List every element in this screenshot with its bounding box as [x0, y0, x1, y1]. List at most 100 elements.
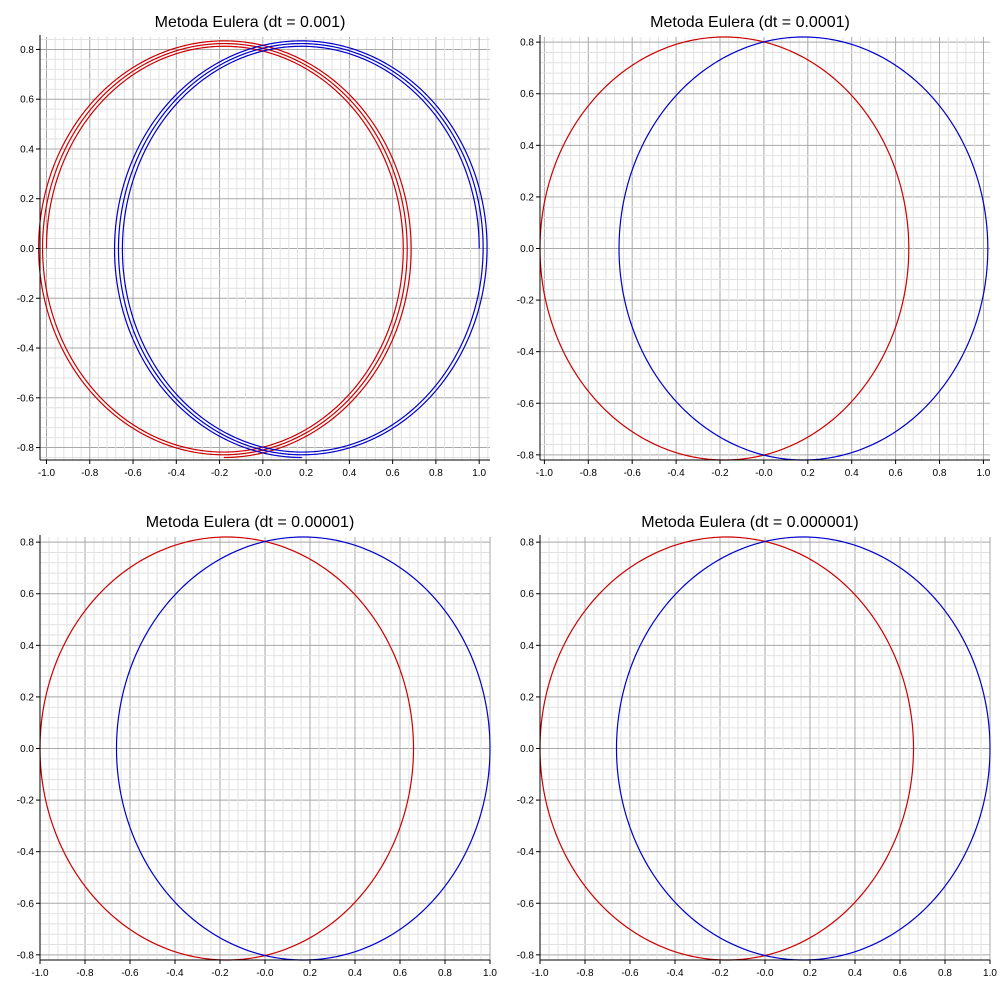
y-tick-label: 0.2 [20, 692, 34, 703]
grid [540, 37, 990, 460]
grid [539, 537, 991, 960]
x-tick-label: 0.4 [348, 968, 362, 979]
y-tick-label: 0.8 [20, 538, 34, 549]
x-tick-label: 0.8 [429, 468, 443, 479]
x-tick-label: -0.8 [81, 468, 99, 479]
x-tick-label: -0.8 [76, 968, 94, 979]
y-tick-label: -0.8 [17, 950, 35, 961]
chart-title: Metoda Eulera (dt = 0.001) [155, 14, 346, 31]
y-tick-label: 0.0 [520, 744, 534, 755]
x-tick-label: 0.4 [845, 468, 859, 479]
x-tick-label: 0.6 [889, 468, 903, 479]
tick-labels: -1.0 -0.8 -0.6 -0.4 -0.2 -0.0 0.2 0.4 0.6 0.8 1.0-… [517, 38, 991, 479]
tick-labels: -1.0 -0.8 -0.6 -0.4 -0.2 -0.0 0.2 0.4 0.6 0.8 1.0 -… [17, 538, 498, 979]
y-tick-label: -0.4 [17, 847, 35, 858]
y-tick-label: 0.4 [20, 641, 34, 652]
x-tick-label: -0.0 [256, 968, 274, 979]
axes [536, 535, 991, 964]
x-tick-label: 0.8 [933, 468, 947, 479]
y-tick-label: 0.0 [20, 244, 34, 255]
x-tick-label: -0.4 [166, 968, 184, 979]
x-tick-label: 0.4 [848, 968, 862, 979]
y-tick-label: -0.2 [17, 294, 35, 305]
chart-dt-000001: Metoda Eulera (dt = 0.00001) -1.0 -0.8 -0.… [0, 500, 500, 1000]
y-tick-label: 0.8 [520, 38, 534, 49]
grid [40, 37, 490, 460]
x-tick-label: -0.6 [624, 468, 642, 479]
axes [536, 35, 990, 464]
x-tick-label: 1.0 [483, 968, 497, 979]
y-tick-label: -0.6 [17, 393, 35, 404]
y-tick-label: -0.6 [17, 899, 35, 910]
chart-dt-0000001: Metoda Eulera (dt = 0.000001) -1.0 -0.8 -0… [500, 500, 1000, 1000]
y-tick-label: 0.8 [20, 45, 34, 56]
x-tick-label: -0.8 [580, 468, 598, 479]
y-tick-label: -0.4 [517, 347, 535, 358]
x-tick-label: -0.8 [576, 968, 594, 979]
x-tick-label: -0.4 [666, 968, 684, 979]
series-blue-line [115, 536, 491, 961]
x-tick-label: 0.8 [938, 968, 952, 979]
y-tick-label: 0.2 [520, 192, 534, 203]
y-tick-label: 0.4 [520, 641, 534, 652]
series-blue-line [615, 536, 991, 961]
x-tick-label: 1.0 [983, 968, 997, 979]
chart-svg: Metoda Eulera (dt = 0.000001) -1.0 -0.8 -0… [517, 514, 998, 979]
y-tick-label: -0.6 [517, 899, 535, 910]
x-tick-label: -1.0 [31, 968, 49, 979]
x-tick-label: -0.0 [254, 468, 272, 479]
y-tick-label: 0.6 [520, 89, 534, 100]
y-tick-label: -0.8 [517, 450, 535, 461]
x-tick-label: -0.2 [211, 468, 229, 479]
x-tick-label: -0.4 [168, 468, 186, 479]
y-tick-label: -0.8 [517, 950, 535, 961]
x-tick-label: 0.2 [303, 968, 317, 979]
y-tick-label: -0.2 [517, 296, 535, 307]
x-tick-label: -0.2 [711, 468, 729, 479]
x-tick-label: -0.6 [121, 968, 139, 979]
x-tick-label: -1.0 [38, 468, 56, 479]
grid [39, 537, 491, 960]
y-tick-label: -0.6 [517, 399, 535, 410]
x-tick-label: -1.0 [536, 468, 554, 479]
x-tick-label: 1.0 [472, 468, 486, 479]
x-tick-label: 0.8 [438, 968, 452, 979]
x-tick-label: -0.0 [755, 468, 773, 479]
x-tick-label: -1.0 [531, 968, 549, 979]
y-tick-label: -0.8 [17, 443, 35, 454]
chart-dt-0001: Metoda Eulera (dt = 0.001) -1.0 -0.8 -0.6 -… [0, 0, 500, 500]
y-tick-label: -0.4 [517, 847, 535, 858]
y-tick-label: 0.2 [520, 692, 534, 703]
x-tick-label: 1.0 [976, 468, 990, 479]
chart-title: Metoda Eulera (dt = 0.000001) [641, 514, 858, 531]
x-tick-label: 0.2 [801, 468, 815, 479]
axes [36, 535, 491, 964]
x-tick-label: 0.4 [342, 468, 356, 479]
y-tick-label: 0.2 [20, 194, 34, 205]
x-tick-label: -0.4 [667, 468, 685, 479]
axes [36, 35, 490, 464]
series-blue-line [618, 36, 989, 461]
x-tick-label: -0.6 [124, 468, 142, 479]
x-tick-label: -0.6 [621, 968, 639, 979]
y-tick-label: 0.6 [20, 589, 34, 600]
x-tick-label: 0.2 [803, 968, 817, 979]
y-tick-label: 0.0 [20, 744, 34, 755]
x-tick-label: -0.2 [211, 968, 229, 979]
y-tick-label: 0.4 [20, 144, 34, 155]
y-tick-label: -0.2 [17, 796, 35, 807]
x-tick-label: 0.2 [299, 468, 313, 479]
chart-title: Metoda Eulera (dt = 0.0001) [650, 14, 850, 31]
y-tick-label: 0.6 [520, 589, 534, 600]
x-tick-label: 0.6 [393, 968, 407, 979]
y-tick-label: 0.8 [520, 538, 534, 549]
chart-svg: Metoda Eulera (dt = 0.0001) -1.0 -0.8 -0.6… [517, 14, 991, 479]
series-blue-line [113, 40, 488, 459]
y-tick-label: 0.0 [520, 244, 534, 255]
x-tick-label: 0.6 [386, 468, 400, 479]
y-tick-label: 0.6 [20, 95, 34, 106]
chart-svg: Metoda Eulera (dt = 0.00001) -1.0 -0.8 -0.… [17, 514, 498, 979]
x-tick-label: -0.2 [711, 968, 729, 979]
chart-title: Metoda Eulera (dt = 0.00001) [146, 514, 355, 531]
chart-dt-00001: Metoda Eulera (dt = 0.0001) -1.0 -0.8 -0.6… [500, 0, 1000, 500]
